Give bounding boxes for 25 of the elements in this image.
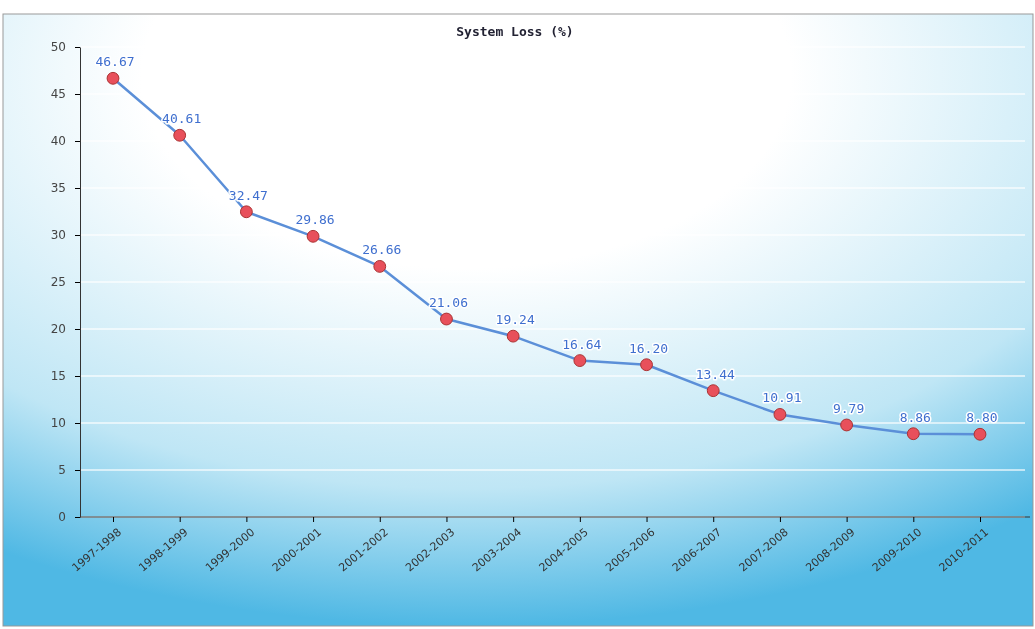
y-tick-label: 45 — [50, 87, 66, 102]
chart-title: System Loss (%) — [456, 24, 574, 39]
data-label: 21.06 — [428, 295, 469, 311]
data-label: 8.80 — [966, 410, 998, 426]
data-label: 8.86 — [899, 409, 931, 425]
data-label: 29.86 — [295, 212, 335, 228]
y-tick-label: 0 — [58, 510, 66, 525]
data-label: 16.20 — [628, 340, 669, 356]
y-tick-label: 15 — [50, 369, 66, 384]
y-tick-label: 5 — [58, 463, 66, 478]
data-label: 40.61 — [162, 111, 202, 127]
y-tick-label: 35 — [50, 181, 66, 196]
y-tick-label: 40 — [50, 134, 66, 149]
data-label: 26.66 — [362, 242, 402, 258]
data-label: 16.64 — [562, 336, 602, 352]
data-label: 13.44 — [695, 366, 735, 382]
data-label: 46.67 — [95, 54, 135, 70]
data-label: 9.79 — [832, 400, 865, 416]
y-tick-label: 25 — [50, 275, 66, 290]
y-tick-label: 30 — [50, 228, 66, 243]
y-tick-label: 20 — [50, 322, 66, 337]
y-tick-label: 10 — [50, 416, 66, 431]
data-label: 10.91 — [762, 390, 802, 406]
y-tick-label: 50 — [50, 40, 66, 55]
data-label: 19.24 — [495, 312, 535, 328]
